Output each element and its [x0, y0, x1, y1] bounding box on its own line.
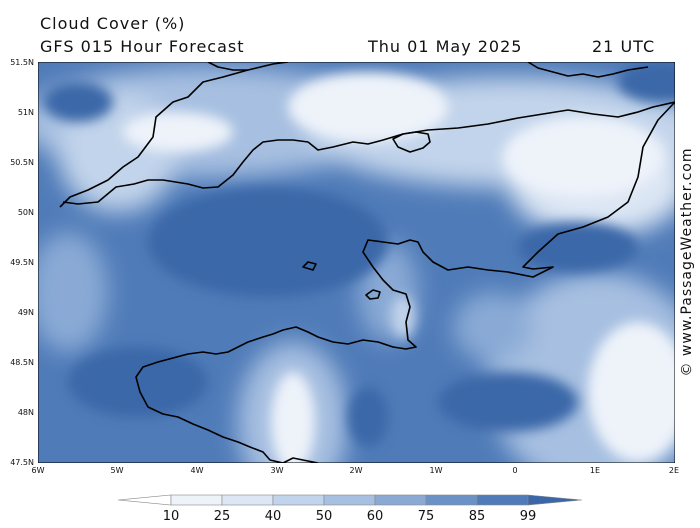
- forecast-date: Thu 01 May 2025: [368, 37, 523, 56]
- coast-england-south: [59, 62, 289, 208]
- legend-tick: 50: [315, 509, 333, 524]
- map-subtitle: GFS 015 Hour Forecast: [40, 37, 245, 56]
- coast-channel-north: [62, 101, 675, 205]
- lon-label: 3W: [270, 466, 284, 475]
- lon-label: 5W: [110, 466, 124, 475]
- legend-cell: [527, 494, 582, 506]
- legend-cell: [476, 494, 529, 506]
- lat-label: 50N: [17, 208, 34, 217]
- lon-label: 2W: [349, 466, 363, 475]
- coastline: [59, 62, 675, 463]
- channel-island-guernsey: [302, 261, 317, 271]
- lon-label: 6W: [31, 466, 45, 475]
- lon-label: 2E: [668, 466, 680, 475]
- lat-label: 49.5N: [10, 258, 34, 267]
- legend-tick: 75: [417, 509, 435, 524]
- coast-northeast: [527, 62, 649, 78]
- lat-label: 51N: [17, 108, 34, 117]
- coast-france-west: [282, 457, 319, 463]
- lon-label: 1E: [589, 466, 601, 475]
- lat-label: 49N: [17, 308, 34, 317]
- isle-of-wight: [392, 131, 431, 153]
- legend-tick: 85: [468, 509, 486, 524]
- legend-tick: 60: [366, 509, 384, 524]
- legend-cell: [221, 494, 274, 506]
- lon-label: 1W: [429, 466, 443, 475]
- legend-cell: [272, 494, 325, 506]
- legend-cell: [374, 494, 427, 506]
- cloud-cover-map: [38, 62, 675, 463]
- legend-tick: 99: [519, 509, 537, 524]
- lat-label: 50.5N: [10, 158, 34, 167]
- credit-text: © www.PassageWeather.com: [679, 147, 695, 377]
- lon-label: 4W: [190, 466, 204, 475]
- coast-france-north: [135, 101, 675, 463]
- legend-cell: [118, 494, 172, 506]
- legend-cell: [323, 494, 376, 506]
- legend-tick: 40: [264, 509, 282, 524]
- color-legend: [118, 494, 582, 506]
- channel-island-jersey: [365, 289, 381, 300]
- legend-cell: [425, 494, 478, 506]
- map-title: Cloud Cover (%): [40, 14, 186, 33]
- coast-north-edge: [207, 62, 248, 71]
- legend-tick: 25: [213, 509, 231, 524]
- forecast-time: 21 UTC: [592, 37, 656, 56]
- lon-label: 0: [512, 466, 518, 475]
- lat-label: 48N: [17, 408, 34, 417]
- legend-tick: 10: [162, 509, 180, 524]
- lat-label: 48.5N: [10, 358, 34, 367]
- lat-label: 51.5N: [10, 58, 34, 67]
- lat-label: 47.5N: [10, 458, 34, 467]
- cloud-field: [38, 62, 675, 463]
- legend-cell: [170, 494, 223, 506]
